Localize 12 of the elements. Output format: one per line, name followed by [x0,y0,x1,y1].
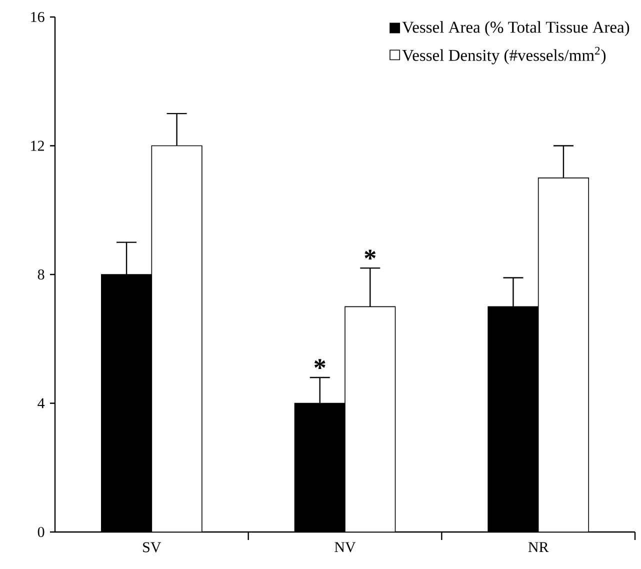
x-tick-label: SV [143,542,162,552]
x-tick-label: NR [528,542,549,552]
y-tick-label: 0 [38,526,44,538]
legend-label: Vessel Area (% Total Tissue Area) [402,21,630,36]
y-tick-label: 8 [38,269,44,280]
y-tick-label: 16 [31,12,44,22]
annotation: * [364,250,376,260]
legend-label: Vessel Density (#vessels/mm$^{2}$) [402,46,606,64]
x-tick-label: NV [334,542,356,552]
y-tick-label: 12 [31,140,44,151]
annotation: * [314,359,326,369]
y-tick-label: 4 [38,398,45,408]
